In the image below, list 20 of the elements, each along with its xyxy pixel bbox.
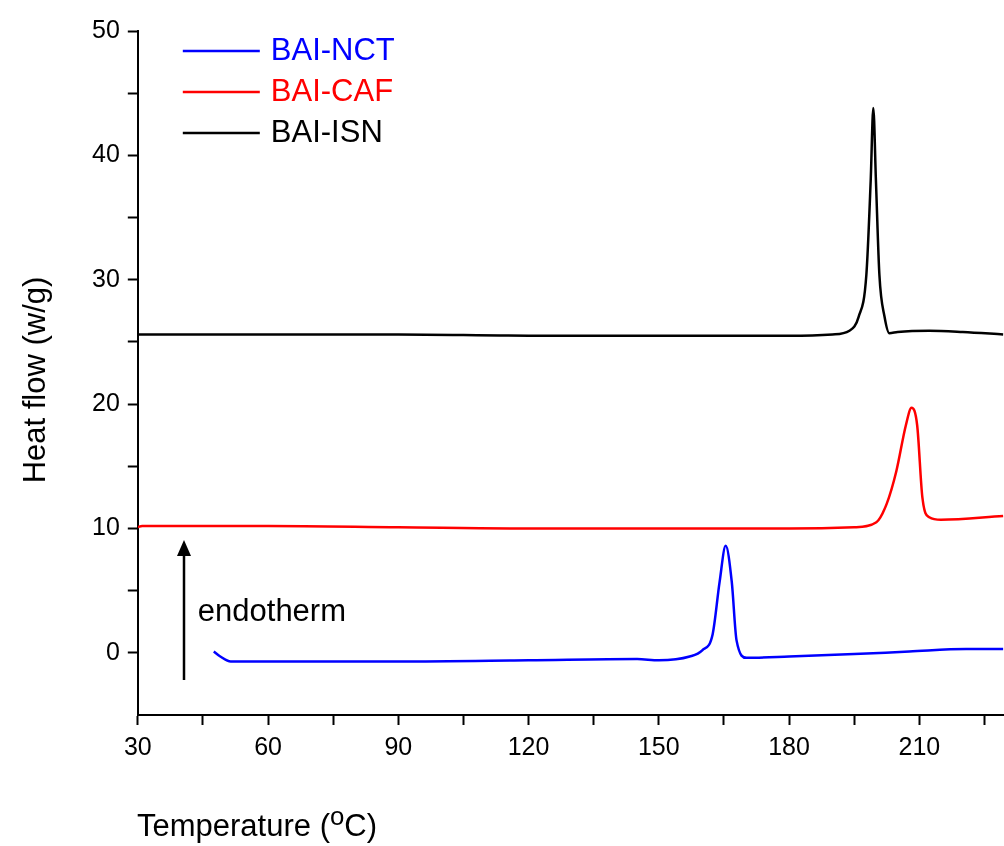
x-tick-label: 90 bbox=[384, 731, 413, 760]
x-tick-label: 210 bbox=[898, 731, 941, 760]
y-tick-label: 50 bbox=[92, 14, 120, 43]
x-tick-label: 150 bbox=[637, 731, 680, 760]
y-tick-label: 20 bbox=[92, 387, 120, 416]
legend-label: BAI-NCT bbox=[270, 31, 395, 67]
y-tick-label: 10 bbox=[92, 512, 120, 541]
y-axis-title: Heat flow (w/g) bbox=[17, 276, 53, 484]
y-tick-label: 0 bbox=[105, 636, 120, 665]
y-tick-label: 40 bbox=[92, 139, 120, 168]
annotation: endotherm bbox=[197, 592, 347, 628]
x-axis-title: Temperature ($^{o}$C) bbox=[137, 802, 379, 845]
x-tick-label: 30 bbox=[123, 731, 152, 760]
line-series bbox=[137, 406, 1004, 530]
x-tick-label: 60 bbox=[254, 731, 282, 760]
legend-label: BAI-CAF bbox=[270, 72, 394, 108]
legend-label: BAI-ISN bbox=[270, 113, 383, 149]
x-tick-label: 120 bbox=[507, 731, 550, 760]
y-tick-label: 30 bbox=[92, 263, 120, 292]
x-tick-label: 180 bbox=[768, 731, 810, 760]
